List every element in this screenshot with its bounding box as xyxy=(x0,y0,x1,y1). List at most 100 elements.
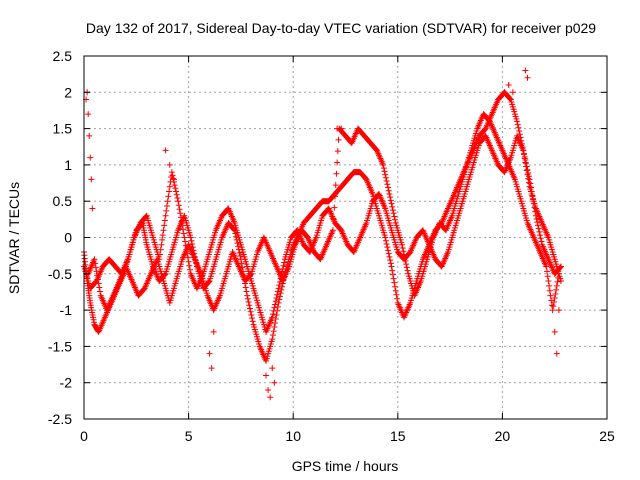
axes xyxy=(83,55,608,420)
y-axis-title: SDTVAR / TECUs xyxy=(6,182,22,294)
data-point-track-b xyxy=(186,266,193,273)
x-axis-title: GPS time / hours xyxy=(292,458,399,474)
data-point-track-a xyxy=(248,311,255,318)
chart-title: Day 132 of 2017, Sidereal Day-to-day VTE… xyxy=(86,20,596,36)
data-point-track-c xyxy=(553,286,560,293)
data-point-track-b xyxy=(174,194,181,201)
data-point-track-b xyxy=(522,157,529,164)
data-point-track-a xyxy=(236,249,243,256)
data-point-track-c xyxy=(392,216,399,223)
data-point-track-c xyxy=(334,159,341,166)
data-point-track-c xyxy=(398,241,405,248)
data-point-track-a xyxy=(244,292,251,299)
data-point-track-b xyxy=(161,222,168,229)
data-point-track-c xyxy=(329,227,336,234)
data-point-track-b xyxy=(179,222,186,229)
data-point-track-a xyxy=(269,332,276,339)
x-tick-label: 15 xyxy=(390,428,406,444)
data-point-extra xyxy=(208,365,215,372)
data-point-track-a xyxy=(271,324,278,331)
x-tick-label: 10 xyxy=(285,428,301,444)
data-point-extra xyxy=(87,154,94,161)
data-point-track-a xyxy=(246,305,253,312)
data-point-track-a xyxy=(392,283,399,290)
data-point-track-c xyxy=(548,302,555,309)
data-point-track-b xyxy=(180,230,187,237)
data-point-track-c xyxy=(545,278,552,285)
data-point-track-c xyxy=(544,273,551,280)
data-point-track-b xyxy=(557,263,564,270)
data-point-track-a xyxy=(516,128,523,135)
data-point-track-c xyxy=(385,187,392,194)
data-point-track-a xyxy=(269,336,276,343)
data-point-track-c xyxy=(382,171,389,178)
data-point-track-b xyxy=(527,184,534,191)
data-point-track-a xyxy=(272,320,279,327)
data-point-track-c xyxy=(380,165,387,172)
data-point-track-c xyxy=(97,288,104,295)
data-point-track-b xyxy=(523,160,530,167)
data-point-track-b xyxy=(177,210,184,217)
data-point-track-b xyxy=(530,200,537,207)
data-point-track-c xyxy=(94,272,101,279)
data-point-track-c xyxy=(555,274,562,281)
data-point-extra xyxy=(263,372,270,379)
x-tick-labels: 0 5 10 15 20 25 xyxy=(80,428,615,444)
data-point-track-a xyxy=(244,295,251,302)
data-point-track-a xyxy=(243,288,250,295)
data-point-track-c xyxy=(403,264,410,271)
y-tick-label: 2 xyxy=(64,84,72,100)
data-point-track-b xyxy=(160,227,167,234)
data-point-track-b xyxy=(164,198,171,205)
data-point-extra xyxy=(342,132,349,139)
data-point-track-a xyxy=(557,278,564,285)
data-point-track-c xyxy=(247,271,254,278)
data-point-track-c xyxy=(402,257,409,264)
data-point-track-b xyxy=(166,188,173,195)
data-point-track-c xyxy=(332,182,339,189)
data-point-track-b xyxy=(525,169,532,176)
y-tick-labels: -2.5 -2 -1.5 -1 -0.5 0 0.5 1 1.5 2 2.5 xyxy=(48,48,72,427)
data-point-track-c xyxy=(390,210,397,217)
data-point-track-c xyxy=(387,197,394,204)
data-point-track-a xyxy=(382,234,389,241)
y-tick-label: 1.5 xyxy=(53,121,73,137)
data-point-track-a xyxy=(187,234,194,241)
y-tick-label: -2.5 xyxy=(48,411,72,427)
data-point-track-b xyxy=(171,182,178,189)
data-point-track-b xyxy=(279,265,286,272)
data-point-track-b xyxy=(169,172,176,179)
data-point-track-b xyxy=(177,214,184,221)
data-point-extra xyxy=(86,132,93,139)
data-point-track-c xyxy=(401,251,408,258)
data-point-track-c xyxy=(546,287,553,294)
data-point-extra xyxy=(162,147,169,154)
data-point-extra xyxy=(338,125,345,132)
data-points xyxy=(81,67,564,401)
data-point-track-b xyxy=(181,234,188,241)
data-point-track-c xyxy=(91,256,98,263)
data-point-track-c xyxy=(391,213,398,220)
data-point-track-b xyxy=(159,232,166,239)
data-point-track-a xyxy=(234,240,241,247)
data-point-track-b xyxy=(175,202,182,209)
data-point-track-a xyxy=(514,121,521,128)
data-point-track-b xyxy=(180,226,187,233)
data-point-track-b xyxy=(521,150,528,157)
data-point-track-b xyxy=(525,173,532,180)
data-point-track-c xyxy=(389,203,396,210)
data-point-track-c xyxy=(92,264,99,271)
data-point-extra xyxy=(89,205,96,212)
data-point-track-b xyxy=(269,314,276,321)
data-point-track-a xyxy=(382,237,389,244)
data-point-track-b xyxy=(530,196,537,203)
data-point-track-a xyxy=(188,237,195,244)
data-point-track-b xyxy=(280,262,287,269)
data-point-track-c xyxy=(335,136,342,143)
data-point-track-b xyxy=(166,183,173,190)
data-point-track-b xyxy=(272,298,279,305)
data-point-track-b xyxy=(170,175,177,182)
data-point-track-b xyxy=(526,176,533,183)
data-point-track-c xyxy=(403,261,410,268)
data-point-track-c xyxy=(387,194,394,201)
